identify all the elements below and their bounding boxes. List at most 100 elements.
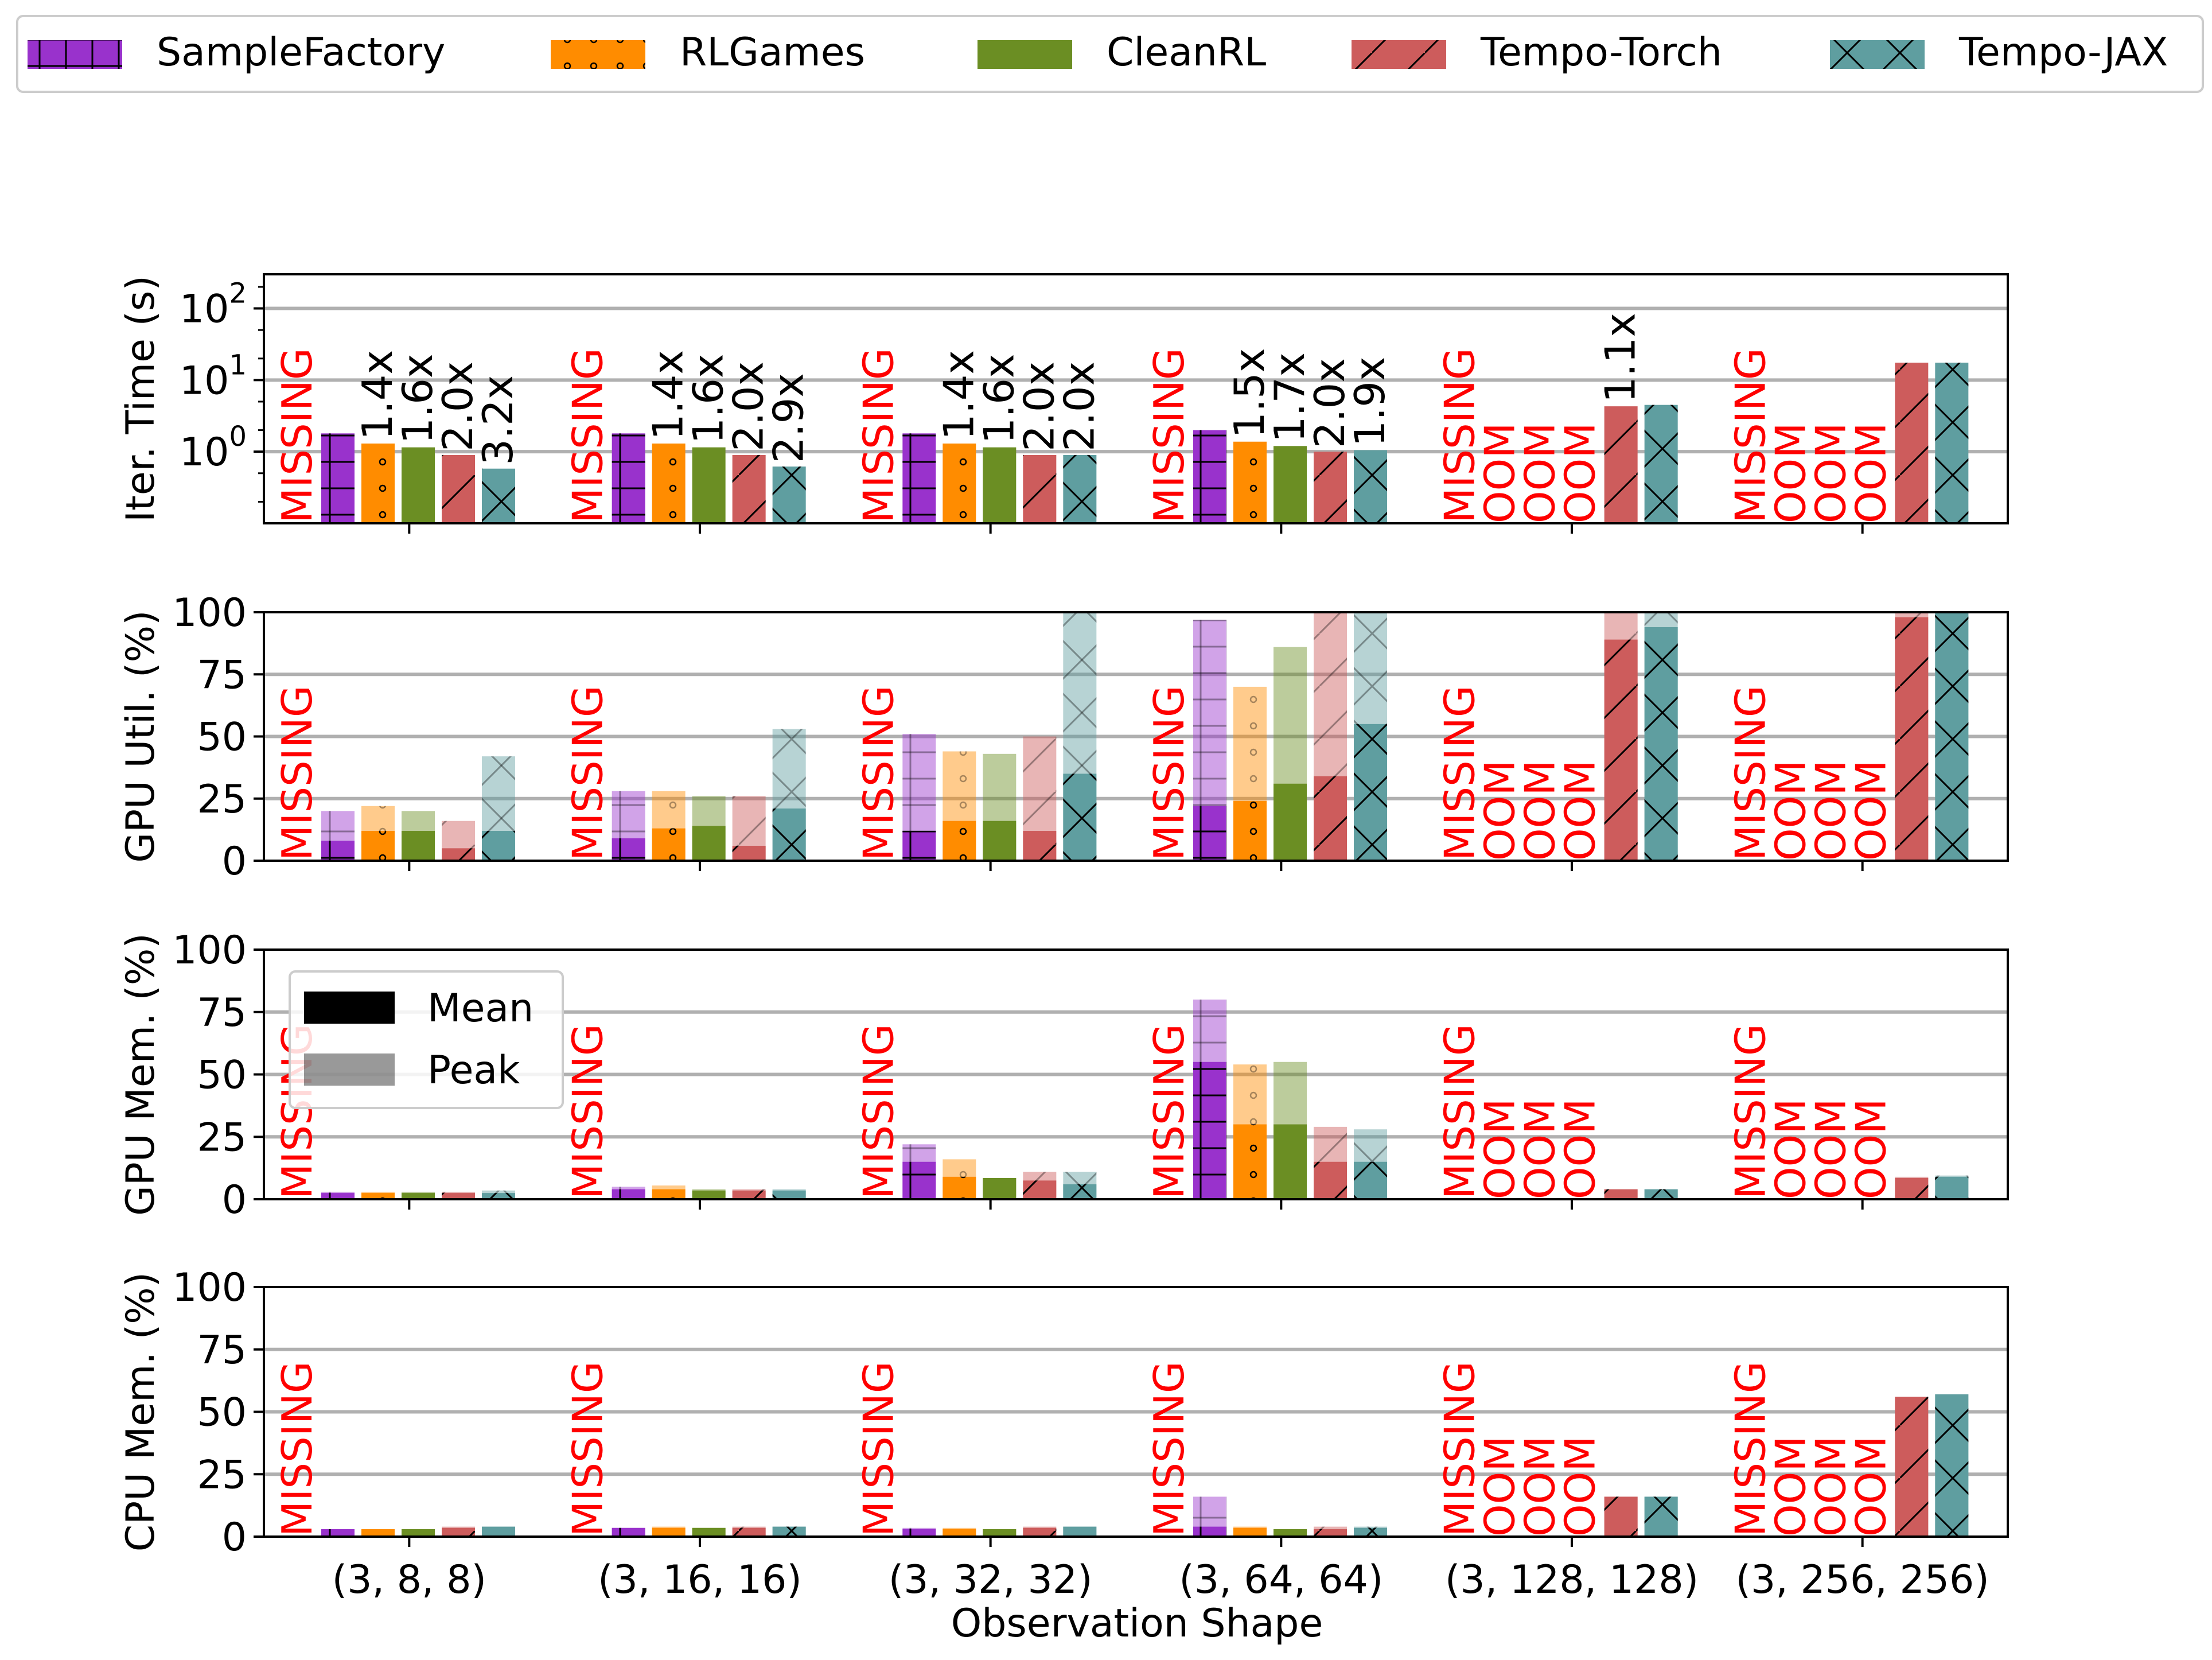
bar-hatch xyxy=(1233,441,1267,523)
panels: MISSING 1.4x1.6x2.0x3.2x MISSING 1.4x1.6x2.… xyxy=(118,273,2009,1603)
legend-swatch-mean xyxy=(304,992,395,1024)
y-tick-label: 101 xyxy=(180,349,247,403)
oom-label: OOM xyxy=(1766,1436,1814,1537)
y-axis-title: CPU Mem. (%) xyxy=(118,1272,163,1552)
y-tick-label: 50 xyxy=(197,1390,247,1436)
bar-hatch xyxy=(321,433,355,523)
bar-hatch xyxy=(1935,363,1969,523)
bar-hatch xyxy=(1644,405,1678,523)
mean-bar-hatch xyxy=(1314,1161,1347,1199)
bar-cleanrl xyxy=(402,447,435,523)
mean-bar-hatch xyxy=(482,831,515,861)
missing-label: MISSING xyxy=(564,1024,612,1199)
legend-swatch-cleanrl xyxy=(978,40,1072,69)
x-tick-label: (3, 128, 128) xyxy=(1445,1557,1699,1603)
y-tick-label: 50 xyxy=(197,1053,247,1098)
mean-bar-hatch xyxy=(1063,1184,1097,1199)
speedup-label: 1.9x xyxy=(1346,356,1394,446)
mean-bar-hatch xyxy=(442,1193,475,1199)
missing-label: MISSING xyxy=(564,685,612,861)
y-tick-label: 100 xyxy=(172,590,247,636)
mean-bar-hatch xyxy=(1895,617,1929,861)
bar-hatch xyxy=(1314,452,1347,523)
missing-label: MISSING xyxy=(854,348,902,523)
mean-bar-hatch xyxy=(1023,1527,1057,1537)
y-tick-label: 0 xyxy=(222,839,247,884)
mean-bar-hatch xyxy=(1935,1394,1969,1537)
missing-label: MISSING xyxy=(1726,685,1774,861)
mean-bar-hatch xyxy=(943,1529,976,1537)
oom-label: OOM xyxy=(1806,1099,1855,1199)
y-axis-title: Iter. Time (s) xyxy=(118,275,163,522)
legend-label-tempo-jax: Tempo-JAX xyxy=(1958,30,2168,75)
speedup-label: 2.0x xyxy=(1055,361,1103,452)
missing-label: MISSING xyxy=(1436,1361,1484,1537)
y-tick-label: 100 xyxy=(172,1265,247,1311)
mean-bar-hatch xyxy=(902,831,936,861)
speedup-label: 1.1x xyxy=(1596,313,1645,403)
mean-bar-hatch xyxy=(321,841,355,861)
mean-bar-hatch xyxy=(1935,1176,1969,1199)
oom-label: OOM xyxy=(1766,423,1814,523)
mean-bar-hatch xyxy=(943,1176,976,1199)
mean-bar-hatch xyxy=(1314,1529,1347,1537)
mean-bar-cleanrl xyxy=(402,831,435,861)
panel-gpu-mem: MISSING MISSING MISSING MISSING MISSINGOOMOO… xyxy=(118,928,2009,1223)
speedup-label: 1.4x xyxy=(644,350,692,440)
oom-label: OOM xyxy=(1556,1099,1605,1199)
mean-bar-hatch xyxy=(612,838,645,861)
series-legend: SampleFactory RLGames CleanRL Tempo-Torch Te… xyxy=(16,15,2204,93)
mean-bar-hatch xyxy=(1644,627,1678,861)
y-tick-label: 0 xyxy=(222,1177,247,1223)
legend-entry-tempo-jax: Tempo-JAX xyxy=(1830,30,2168,75)
missing-label: MISSING xyxy=(854,685,902,861)
panel-frame xyxy=(263,273,2009,524)
missing-label: MISSING xyxy=(854,1361,902,1537)
mean-bar-hatch xyxy=(612,1527,645,1537)
oom-label: OOM xyxy=(1516,423,1564,523)
y-axis-title: GPU Mem. (%) xyxy=(118,933,163,1216)
oom-label: OOM xyxy=(1806,760,1855,861)
mean-bar-hatch xyxy=(482,1526,515,1537)
mean-bar-hatch xyxy=(361,831,395,861)
legend-swatch-peak xyxy=(304,1053,395,1086)
speedup-label: 2.0x xyxy=(1306,358,1354,448)
legend-label-peak: Peak xyxy=(427,1048,520,1093)
mean-bar-hatch xyxy=(1354,724,1387,861)
speedup-label: 1.7x xyxy=(1265,352,1314,442)
y-tick-label: 100 xyxy=(172,928,247,973)
oom-label: OOM xyxy=(1556,760,1605,861)
missing-label: MISSING xyxy=(1726,1361,1774,1537)
missing-label: MISSING xyxy=(1436,685,1484,861)
legend-label-mean: Mean xyxy=(427,986,533,1031)
missing-label: MISSING xyxy=(564,1361,612,1537)
panel-iter-time-s: MISSING 1.4x1.6x2.0x3.2x MISSING 1.4x1.6x2.… xyxy=(118,273,2009,534)
mean-bar-hatch xyxy=(772,1190,806,1199)
x-axis-title: Observation Shape xyxy=(951,1601,1323,1646)
y-tick-label: 75 xyxy=(197,990,247,1036)
mean-bar-hatch xyxy=(361,1529,395,1537)
legend-swatch-hatch xyxy=(551,40,645,69)
mean-bar-hatch xyxy=(1604,639,1638,861)
oom-label: OOM xyxy=(1847,1099,1895,1199)
y-tick-label: 25 xyxy=(197,1452,247,1498)
oom-label: OOM xyxy=(1847,1436,1895,1537)
oom-label: OOM xyxy=(1516,760,1564,861)
oom-label: OOM xyxy=(1516,1436,1564,1537)
oom-label: OOM xyxy=(1556,423,1605,523)
speedup-label: 2.0x xyxy=(1015,361,1063,452)
mean-bar-hatch xyxy=(772,1526,806,1537)
legend-entry-samplefactory: SampleFactory xyxy=(28,30,445,75)
bar-hatch xyxy=(1063,454,1097,523)
bar-hatch xyxy=(772,466,806,523)
x-tick-label: (3, 8, 8) xyxy=(332,1557,486,1603)
mean-bar-hatch xyxy=(1233,1527,1267,1537)
mean-bar-hatch xyxy=(1895,1397,1929,1537)
mean-bar-hatch xyxy=(612,1189,645,1199)
mean-bar-hatch xyxy=(732,1527,766,1537)
x-tick-label: (3, 32, 32) xyxy=(889,1557,1093,1603)
oom-label: OOM xyxy=(1847,760,1895,861)
mean-bar-cleanrl xyxy=(983,1178,1017,1199)
speedup-label: 2.0x xyxy=(725,361,773,452)
mean-bar-hatch xyxy=(1193,1526,1226,1537)
